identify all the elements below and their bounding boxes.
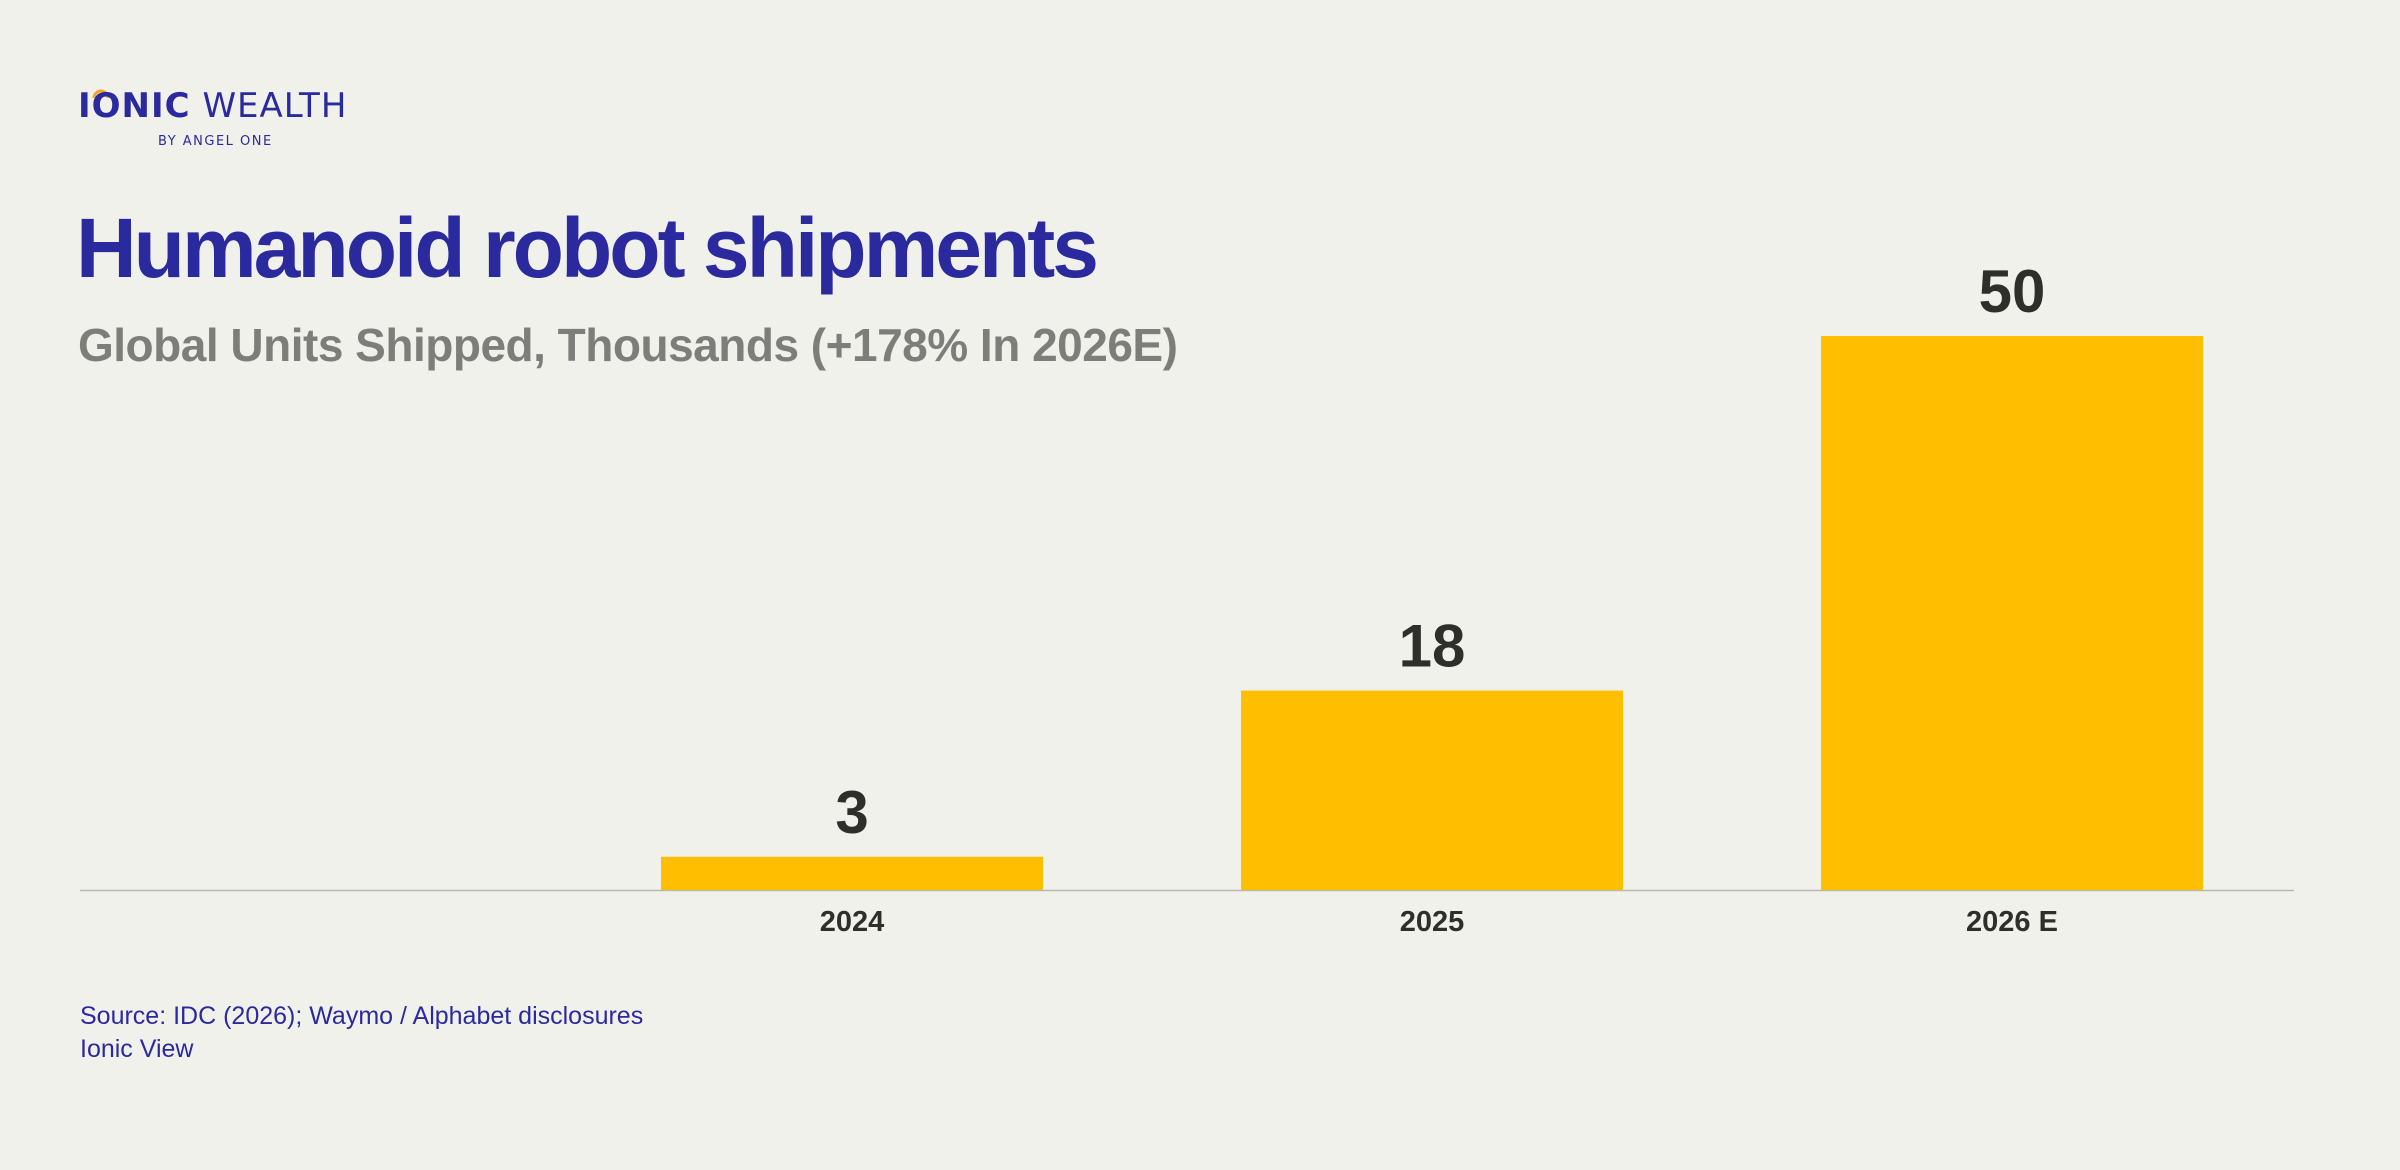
logo-wordmark: IONIC WEALTH xyxy=(78,86,347,126)
source-note: Source: IDC (2026); Waymo / Alphabet dis… xyxy=(80,1000,643,1066)
bar-2 xyxy=(1821,336,2203,890)
x-tick-label-0: 2024 xyxy=(820,906,885,938)
data-label-2: 50 xyxy=(1979,258,2046,325)
ionic-wealth-logo: IONIC WEALTH BY ANGEL ONE xyxy=(78,76,358,156)
logo-wealth-text: WEALTH xyxy=(202,86,348,126)
page-title: Humanoid robot shipments xyxy=(76,201,1099,295)
bar-1 xyxy=(1241,690,1623,890)
page-subtitle: Global Units Shipped, Thousands (+178% I… xyxy=(78,319,1178,371)
source-text: Source: IDC (2026); Waymo / Alphabet dis… xyxy=(80,1002,644,1030)
x-tick-label-2: 2026 E xyxy=(1966,906,2058,938)
data-label-0: 3 xyxy=(835,779,868,846)
bar-0 xyxy=(661,856,1043,890)
data-label-1: 18 xyxy=(1399,613,1466,680)
logo-ionic-text: IONIC xyxy=(78,86,191,126)
footer-note: Ionic View xyxy=(80,1035,194,1063)
logo-tagline: BY ANGEL ONE xyxy=(158,134,273,149)
logo-arc-icon xyxy=(92,89,110,99)
x-tick-label-1: 2025 xyxy=(1400,906,1465,938)
